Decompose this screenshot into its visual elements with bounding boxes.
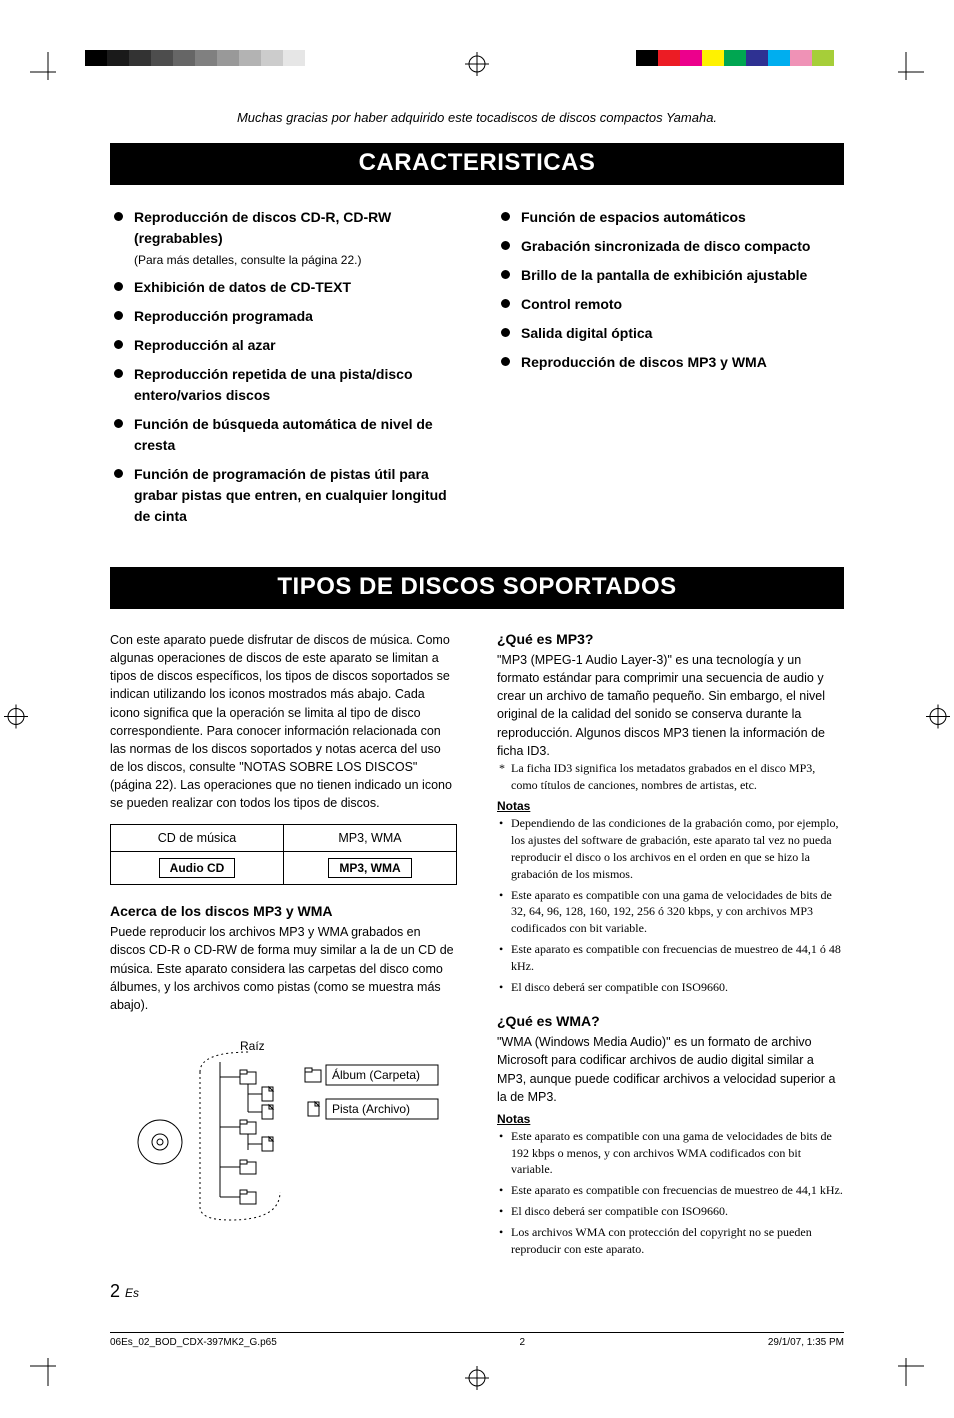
mp3-notes-list: Dependiendo de las condiciones de la gra… <box>497 815 844 995</box>
note-item: Este aparato es compatible con frecuenci… <box>497 941 844 975</box>
wma-body: "WMA (Windows Media Audio)" es un format… <box>497 1033 844 1106</box>
note-item: El disco deberá ser compatible con ISO96… <box>497 1203 844 1220</box>
file-icon <box>262 1105 273 1119</box>
folder-icon <box>305 1068 321 1082</box>
notas-label-2: Notas <box>497 1112 844 1126</box>
color-calibration-bar <box>636 50 834 66</box>
page-content: Muchas gracias por haber adquirido este … <box>30 80 924 1326</box>
footer-file: 06Es_02_BOD_CDX-397MK2_G.p65 <box>110 1337 277 1348</box>
table-cell: MP3, WMA <box>284 825 457 852</box>
table-row: Audio CD MP3, WMA <box>111 852 457 885</box>
page-number-value: 2 <box>110 1281 120 1301</box>
mp3wma-body: Puede reproducir los archivos MP3 y WMA … <box>110 923 457 1014</box>
section-header-caracteristicas: CARACTERISTICAS <box>110 143 844 185</box>
audio-cd-badge: Audio CD <box>159 858 236 878</box>
feature-item: Control remoto <box>521 294 844 315</box>
feature-item: Función de espacios automáticos <box>521 207 844 228</box>
thanks-line: Muchas gracias por haber adquirido este … <box>110 110 844 125</box>
feature-item: Salida digital óptica <box>521 323 844 344</box>
feature-item: Grabación sincronizada de disco compacto <box>521 236 844 257</box>
section-header-tipos: TIPOS DE DISCOS SOPORTADOS <box>110 567 844 609</box>
folder-icon <box>240 1160 256 1174</box>
disc-type-table: CD de música MP3, WMA Audio CD MP3, WMA <box>110 824 457 885</box>
feature-item: Función de programación de pistas útil p… <box>134 464 457 527</box>
feature-item: Reproducción al azar <box>134 335 457 356</box>
intro-paragraph: Con este aparato puede disfrutar de disc… <box>110 631 457 812</box>
page-lang: Es <box>125 1286 139 1300</box>
footer-page: 2 <box>520 1337 526 1348</box>
crop-mark-br <box>884 1358 924 1394</box>
folder-icon <box>240 1070 256 1084</box>
tree-track-label: Pista (Archivo) <box>332 1102 410 1116</box>
mp3wma-heading: Acerca de los discos MP3 y WMA <box>110 903 457 919</box>
wma-notes-list: Este aparato es compatible con una gama … <box>497 1128 844 1258</box>
print-marks-top <box>0 0 954 80</box>
mp3-wma-badge: MP3, WMA <box>328 858 411 878</box>
feature-item: Reproducción de discos CD-R, CD-RW (regr… <box>134 207 457 269</box>
folder-icon <box>240 1190 256 1204</box>
registration-mark-right <box>926 705 950 734</box>
crop-mark-tl <box>30 44 70 80</box>
notas-label-1: Notas <box>497 799 844 813</box>
mp3-heading: ¿Qué es MP3? <box>497 631 844 647</box>
mp3-star-note: La ficha ID3 significa los metadatos gra… <box>497 760 844 794</box>
feature-item: Función de búsqueda automática de nivel … <box>134 414 457 456</box>
registration-mark-top <box>465 52 489 81</box>
file-icon <box>308 1102 319 1116</box>
mp3-body: "MP3 (MPEG-1 Audio Layer-3)" es una tecn… <box>497 651 844 760</box>
note-item: Los archivos WMA con protección del copy… <box>497 1224 844 1258</box>
file-icon <box>262 1087 273 1101</box>
feature-item: Exhibición de datos de CD-TEXT <box>134 277 457 298</box>
disc-types-columns: Con este aparato puede disfrutar de disc… <box>110 631 844 1261</box>
features-list-right: Función de espacios automáticos Grabación… <box>497 207 844 373</box>
registration-mark-bottom <box>465 1366 489 1395</box>
feature-item: Reproducción programada <box>134 306 457 327</box>
footer-datetime: 29/1/07, 1:35 PM <box>768 1337 844 1348</box>
features-columns: Reproducción de discos CD-R, CD-RW (regr… <box>110 207 844 535</box>
page-number: 2 Es <box>110 1281 844 1302</box>
file-icon <box>262 1137 273 1151</box>
feature-item: Reproducción repetida de una pista/disco… <box>134 364 457 406</box>
feature-item: Brillo de la pantalla de exhibición ajus… <box>521 265 844 286</box>
folder-tree-diagram: Raíz <box>130 1032 457 1227</box>
footer-meta: 06Es_02_BOD_CDX-397MK2_G.p65 2 29/1/07, … <box>110 1332 844 1358</box>
registration-mark-left <box>4 705 28 734</box>
note-item: El disco deberá ser compatible con ISO96… <box>497 979 844 996</box>
table-row: CD de música MP3, WMA <box>111 825 457 852</box>
table-cell: Audio CD <box>111 852 284 885</box>
tree-album-label: Álbum (Carpeta) <box>332 1067 420 1082</box>
table-cell: CD de música <box>111 825 284 852</box>
features-list-left: Reproducción de discos CD-R, CD-RW (regr… <box>110 207 457 527</box>
print-marks-bottom <box>0 1358 954 1418</box>
folder-icon <box>240 1120 256 1134</box>
note-item: Este aparato es compatible con una gama … <box>497 887 844 937</box>
note-item: Este aparato es compatible con frecuenci… <box>497 1182 844 1199</box>
crop-mark-bl <box>30 1358 70 1394</box>
wma-heading: ¿Qué es WMA? <box>497 1013 844 1029</box>
note-item: Dependiendo de las condiciones de la gra… <box>497 815 844 882</box>
crop-mark-tr <box>884 44 924 80</box>
tree-root-label: Raíz <box>240 1039 265 1053</box>
table-cell: MP3, WMA <box>284 852 457 885</box>
note-item: Este aparato es compatible con una gama … <box>497 1128 844 1178</box>
grayscale-calibration-bar <box>85 50 305 66</box>
feature-item: Reproducción de discos MP3 y WMA <box>521 352 844 373</box>
